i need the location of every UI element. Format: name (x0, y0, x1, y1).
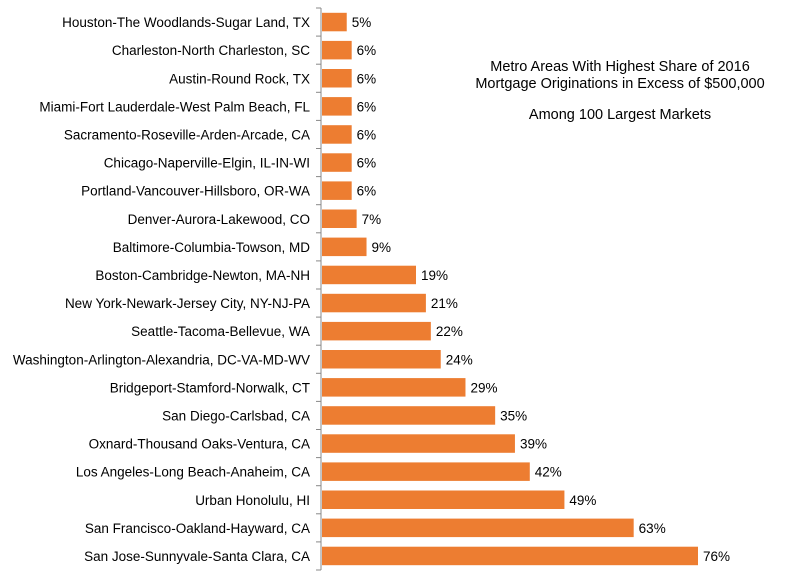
bar (322, 181, 352, 200)
bar (322, 321, 431, 341)
bar (322, 237, 367, 257)
bar (322, 546, 698, 566)
bar (322, 12, 347, 32)
data-label: 6% (357, 127, 377, 142)
category-label: Denver-Aurora-Lakewood, CO (128, 212, 310, 227)
category-label: Boston-Cambridge-Newton, MA-NH (95, 268, 310, 283)
data-label: 6% (357, 71, 377, 86)
bar (322, 293, 426, 313)
data-label: 63% (639, 521, 666, 536)
category-label: New York-Newark-Jersey City, NY-NJ-PA (65, 296, 310, 311)
category-label: Austin-Round Rock, TX (169, 71, 310, 86)
data-label: 7% (362, 212, 382, 227)
chart-title-block: Metro Areas With Highest Share of 2016 M… (470, 59, 770, 124)
category-label: Portland-Vancouver-Hillsboro, OR-WA (81, 184, 310, 199)
bar (322, 462, 530, 481)
bar (322, 434, 515, 453)
bar (322, 153, 352, 172)
chart-subtitle: Among 100 Largest Markets (528, 107, 712, 123)
data-label: 21% (431, 296, 458, 311)
category-label: San Francisco-Oakland-Hayward, CA (85, 521, 310, 536)
bar (322, 406, 496, 425)
category-label: Los Angeles-Long Beach-Anaheim, CA (76, 465, 310, 480)
category-label: Baltimore-Columbia-Towson, MD (113, 240, 311, 255)
category-label: Washington-Arlington-Alexandria, DC-VA-M… (13, 352, 310, 367)
bar (322, 209, 357, 228)
data-label: 49% (569, 493, 596, 508)
bar (322, 125, 352, 144)
bar (322, 518, 634, 538)
category-label: Chicago-Naperville-Elgin, IL-IN-WI (104, 156, 310, 171)
bar (322, 265, 416, 285)
category-label: Sacramento-Roseville-Arden-Arcade, CA (64, 127, 310, 142)
bar (322, 69, 352, 88)
category-label: Urban Honolulu, HI (195, 493, 310, 508)
chart-title: Metro Areas With Highest Share of 2016 M… (475, 59, 765, 92)
data-label: 29% (470, 380, 497, 395)
data-label: 9% (372, 240, 392, 255)
data-label: 24% (446, 352, 473, 367)
category-label: Oxnard-Thousand Oaks-Ventura, CA (89, 437, 310, 452)
category-label: Charleston-North Charleston, SC (112, 43, 310, 58)
data-label: 22% (436, 324, 463, 339)
data-label: 19% (421, 268, 448, 283)
data-label: 39% (520, 437, 547, 452)
data-label: 6% (357, 184, 377, 199)
data-label: 6% (357, 43, 377, 58)
bar (322, 350, 441, 369)
data-label: 5% (352, 15, 372, 30)
bar (322, 40, 352, 60)
data-label: 6% (357, 156, 377, 171)
bar (322, 490, 565, 509)
category-label: San Jose-Sunnyvale-Santa Clara, CA (84, 549, 310, 564)
data-label: 42% (535, 465, 562, 480)
data-label: 76% (703, 549, 730, 564)
bar (322, 378, 466, 397)
category-label: Seattle-Tacoma-Bellevue, WA (131, 324, 310, 339)
data-label: 35% (500, 408, 527, 423)
category-label: Bridgeport-Stamford-Norwalk, CT (110, 380, 310, 395)
category-label: San Diego-Carlsbad, CA (162, 408, 310, 423)
bar (322, 97, 352, 116)
category-label: Miami-Fort Lauderdale-West Palm Beach, F… (39, 99, 310, 114)
data-label: 6% (357, 99, 377, 114)
category-label: Houston-The Woodlands-Sugar Land, TX (62, 15, 310, 30)
